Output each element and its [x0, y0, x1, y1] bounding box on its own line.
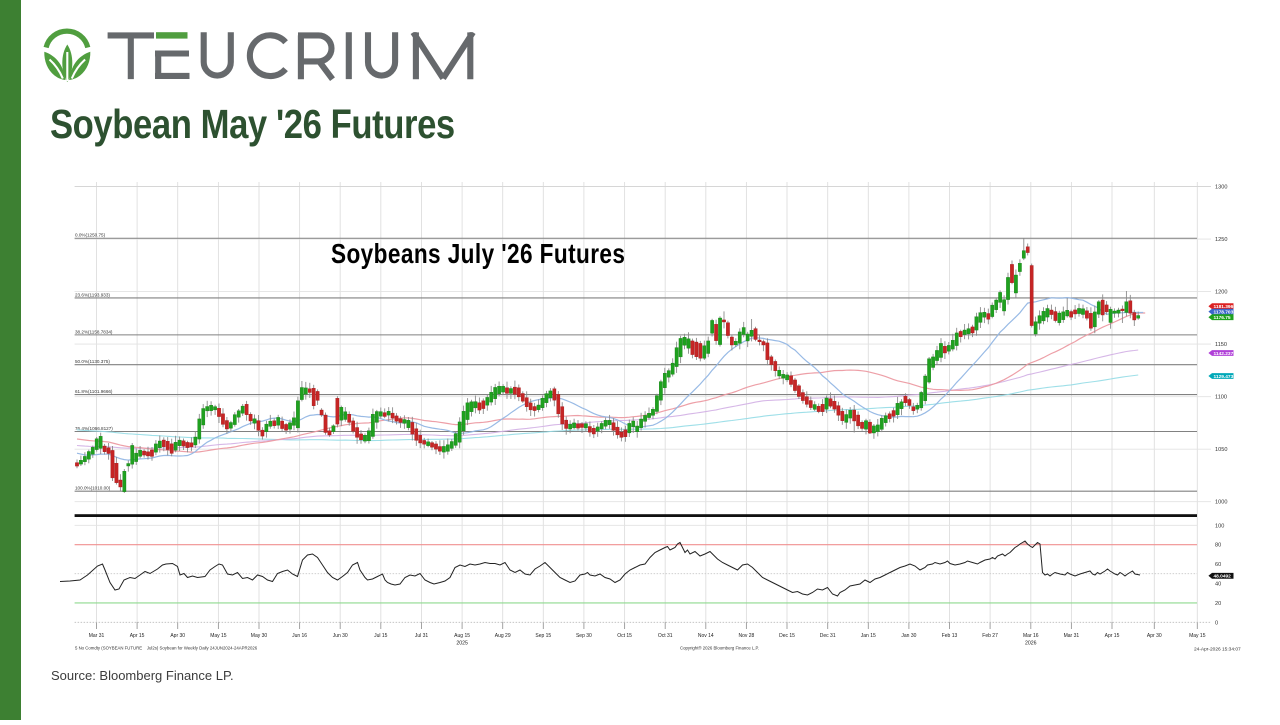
svg-text:1050: 1050 — [1215, 447, 1227, 453]
svg-text:Aug 29: Aug 29 — [495, 633, 511, 639]
svg-text:2025: 2025 — [456, 641, 468, 647]
svg-text:1181.3968: 1181.3968 — [1214, 304, 1237, 310]
svg-text:Jun 16: Jun 16 — [292, 633, 307, 639]
svg-text:Feb 27: Feb 27 — [982, 633, 998, 639]
svg-text:50.0%(1130.375): 50.0%(1130.375) — [75, 359, 110, 364]
svg-text:1000: 1000 — [1215, 500, 1227, 506]
svg-text:0.0%(1250.75): 0.0%(1250.75) — [75, 233, 106, 238]
svg-text:Copyright® 2026 Bloomberg Fina: Copyright® 2026 Bloomberg Finance L.P. — [680, 646, 759, 651]
svg-text:2026: 2026 — [1025, 641, 1037, 647]
svg-text:20: 20 — [1215, 601, 1221, 607]
svg-text:Jun 30: Jun 30 — [333, 633, 348, 639]
svg-text:May 15: May 15 — [210, 633, 227, 639]
svg-text:Apr 15: Apr 15 — [1105, 633, 1120, 639]
svg-text:Mar 31: Mar 31 — [89, 633, 105, 639]
svg-text:Dec 31: Dec 31 — [820, 633, 836, 639]
svg-text:1129.4738: 1129.4738 — [1214, 374, 1237, 380]
svg-text:Mar 16: Mar 16 — [1023, 633, 1039, 639]
svg-text:Aug 15: Aug 15 — [454, 633, 470, 639]
svg-text:Apr 30: Apr 30 — [1147, 633, 1162, 639]
svg-text:Dec 15: Dec 15 — [779, 633, 795, 639]
svg-text:1150: 1150 — [1215, 342, 1227, 348]
svg-text:Soybeans July '26 Futures: Soybeans July '26 Futures — [331, 239, 625, 270]
svg-text:24-Apr-2026 15:34:07: 24-Apr-2026 15:34:07 — [1194, 647, 1241, 653]
svg-text:Nov 14: Nov 14 — [698, 633, 714, 639]
svg-text:23.6%(1193.933): 23.6%(1193.933) — [75, 292, 110, 297]
svg-text:Mar 31: Mar 31 — [1064, 633, 1080, 639]
svg-text:0: 0 — [1215, 620, 1218, 626]
svg-text:100.0%(1010.00): 100.0%(1010.00) — [75, 486, 111, 491]
svg-text:May 30: May 30 — [251, 633, 268, 639]
svg-text:100: 100 — [1215, 523, 1224, 529]
svg-text:Oct 31: Oct 31 — [658, 633, 673, 639]
svg-text:Apr 30: Apr 30 — [170, 633, 185, 639]
svg-text:5 No Comdty (SOYBEAN FUTURE: 5 No Comdty (SOYBEAN FUTURE Jul2s) Soybe… — [75, 646, 258, 651]
svg-text:76.4%(1066.8127): 76.4%(1066.8127) — [75, 426, 113, 431]
svg-text:Jan 30: Jan 30 — [901, 633, 916, 639]
svg-text:May 15: May 15 — [1189, 633, 1206, 639]
svg-text:Nov 28: Nov 28 — [738, 633, 754, 639]
svg-text:1300: 1300 — [1215, 185, 1227, 191]
svg-text:61.8%(1101.9666): 61.8%(1101.9666) — [75, 389, 113, 394]
svg-text:Oct 15: Oct 15 — [617, 633, 632, 639]
svg-text:Feb 13: Feb 13 — [942, 633, 958, 639]
svg-text:40: 40 — [1215, 582, 1221, 588]
svg-text:Jan 15: Jan 15 — [861, 633, 876, 639]
svg-text:Jul 31: Jul 31 — [415, 633, 429, 639]
svg-text:Sep 15: Sep 15 — [535, 633, 551, 639]
svg-text:1250: 1250 — [1215, 237, 1227, 243]
svg-text:38.2%(1158.7834): 38.2%(1158.7834) — [75, 329, 113, 334]
svg-text:1100: 1100 — [1215, 395, 1227, 401]
svg-text:80: 80 — [1215, 543, 1221, 549]
svg-text:1142.2375: 1142.2375 — [1214, 351, 1237, 357]
svg-text:1178.7031: 1178.7031 — [1214, 309, 1237, 315]
svg-text:60: 60 — [1215, 562, 1221, 568]
svg-text:48.0492: 48.0492 — [1214, 574, 1232, 580]
svg-text:Apr 15: Apr 15 — [130, 633, 145, 639]
svg-text:Sep 30: Sep 30 — [576, 633, 592, 639]
svg-text:1200: 1200 — [1215, 290, 1227, 296]
svg-text:1176.75: 1176.75 — [1214, 315, 1231, 321]
svg-text:Jul 15: Jul 15 — [374, 633, 388, 639]
